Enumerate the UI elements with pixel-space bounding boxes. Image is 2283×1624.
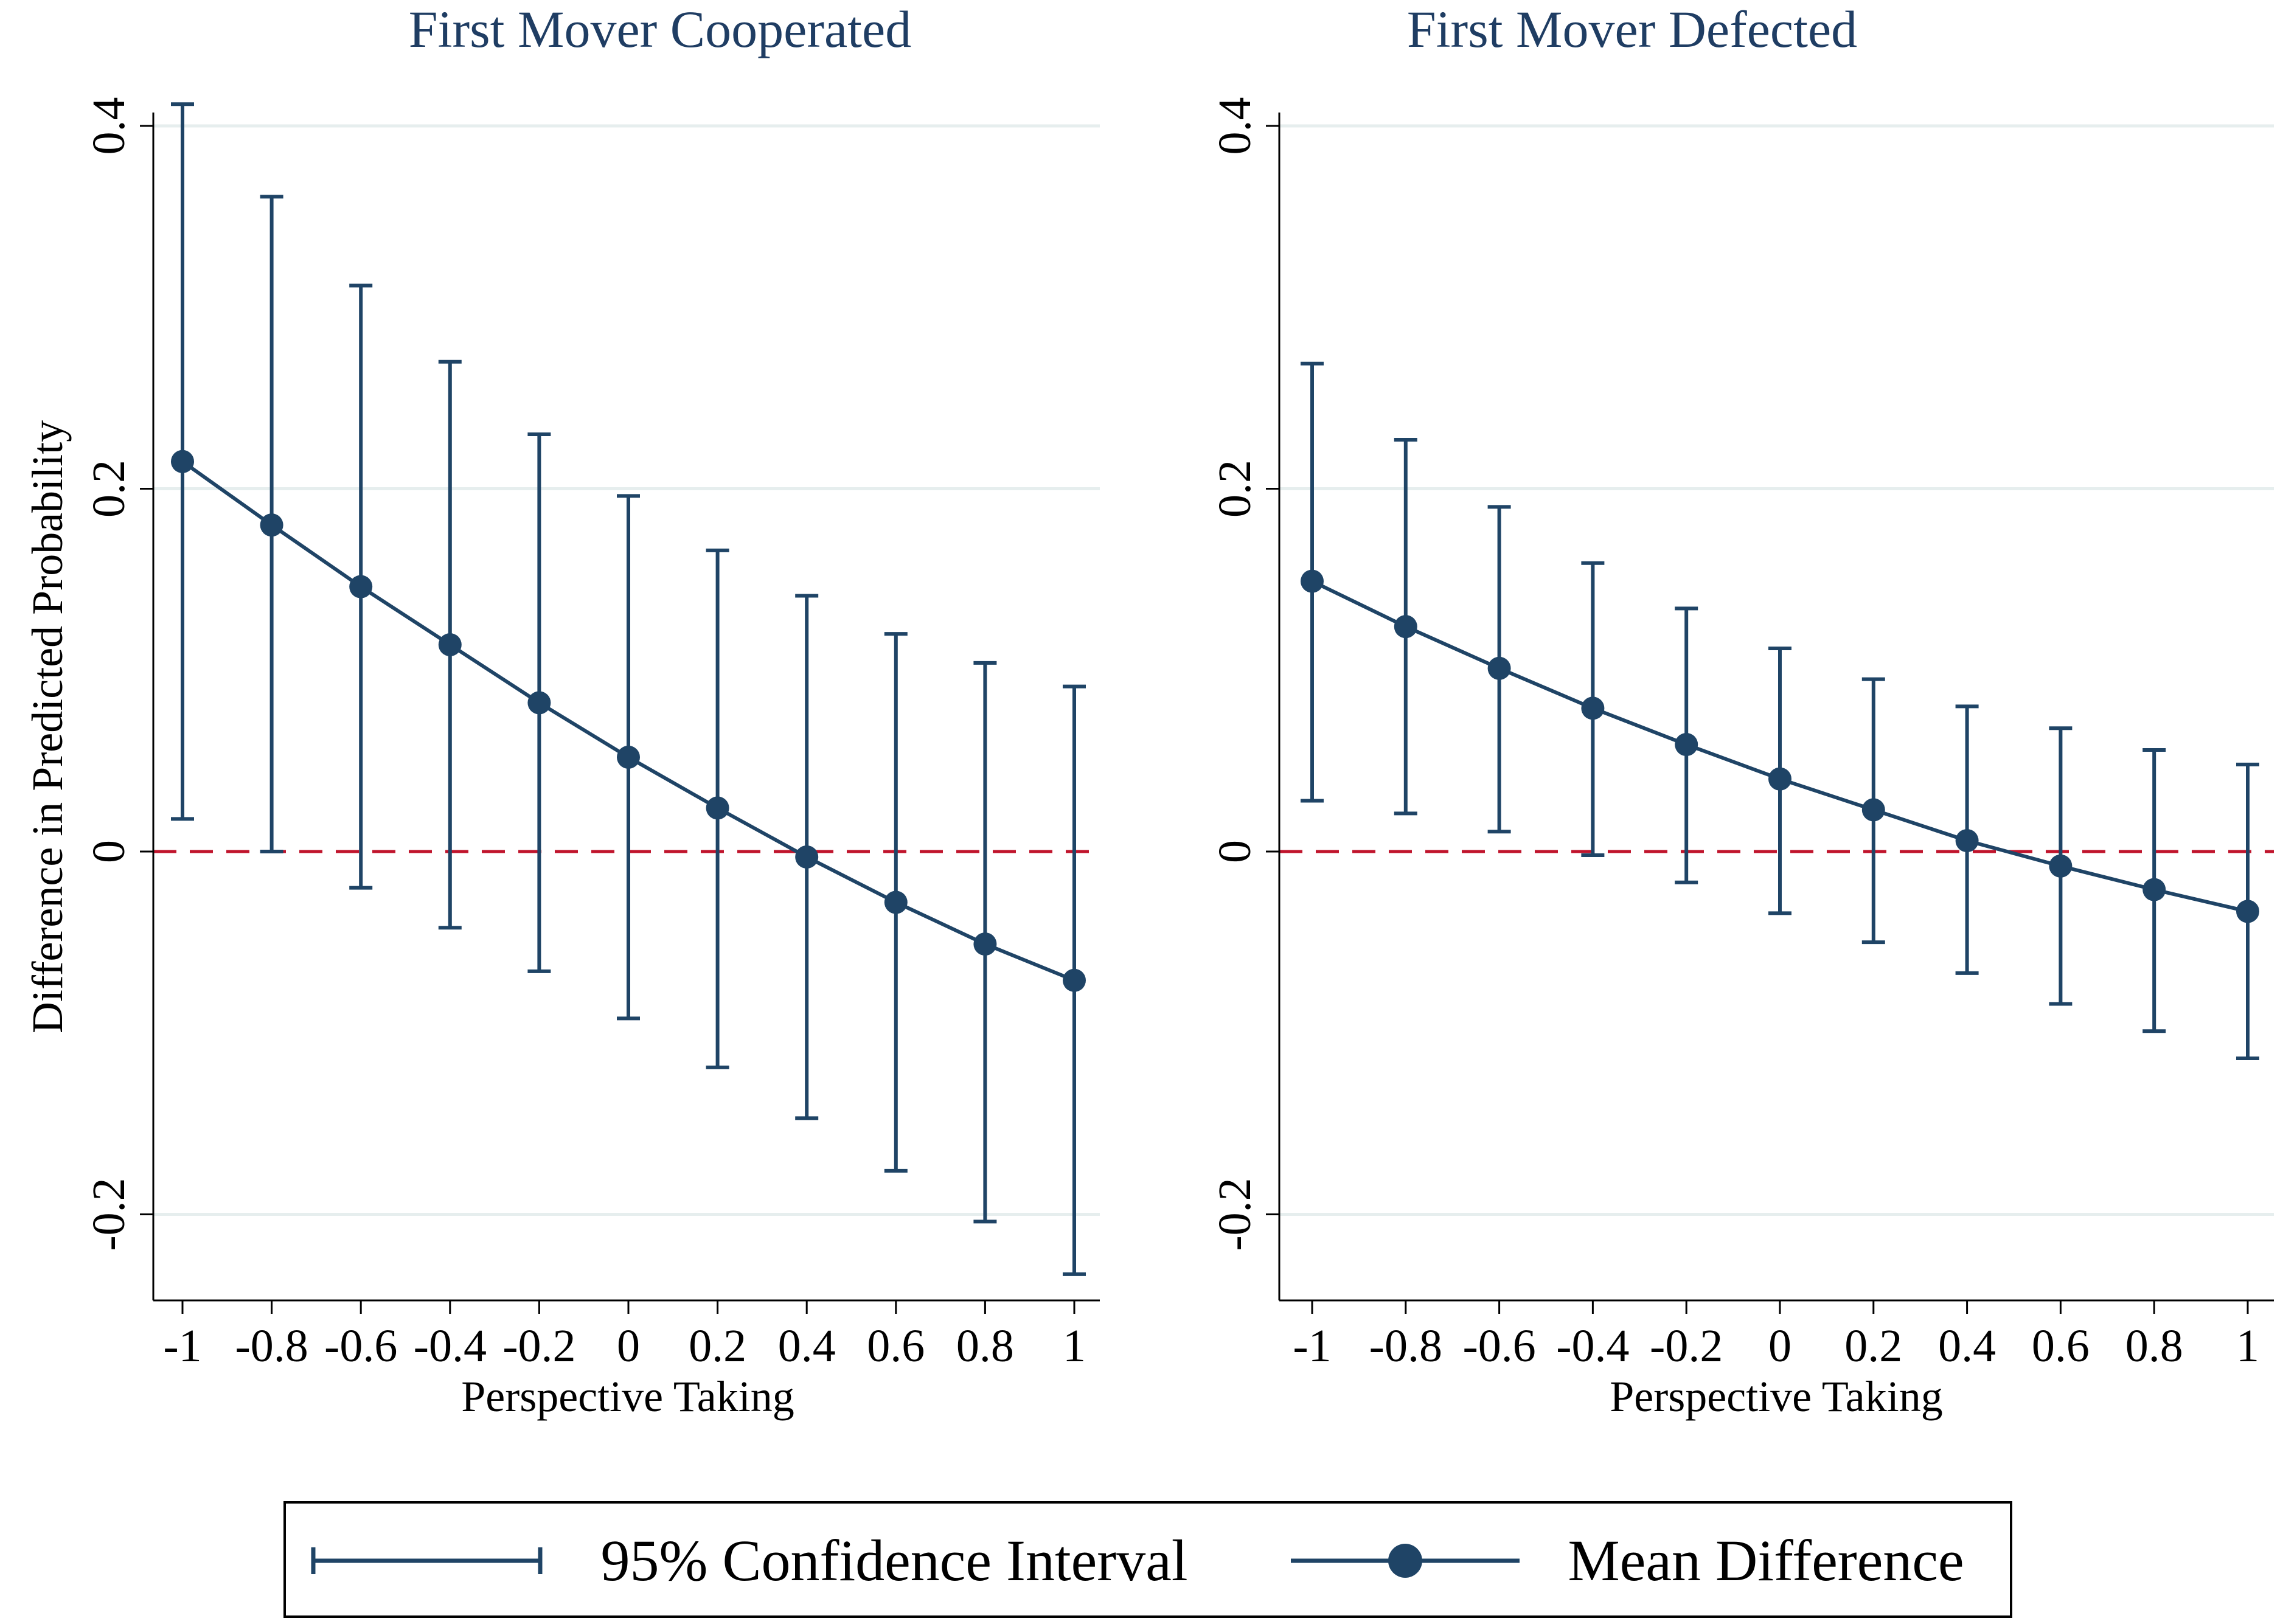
- mean-point: [1063, 968, 1086, 992]
- x-tick-label: 0.4: [778, 1320, 836, 1372]
- x-tick-label: 0.2: [1844, 1320, 1902, 1372]
- y-tick-label: 0.2: [1209, 460, 1260, 518]
- mean-point: [2236, 900, 2259, 923]
- mean-point: [260, 513, 283, 537]
- x-tick-label: -0.4: [414, 1320, 487, 1372]
- x-tick-label: -1: [163, 1320, 201, 1372]
- mean-point: [1394, 615, 1417, 639]
- mean-points: [171, 449, 1086, 992]
- y-tick-label: 0.4: [83, 97, 134, 155]
- y-tick-label: -0.2: [1209, 1178, 1260, 1251]
- x-tick-label: 0.6: [867, 1320, 925, 1372]
- mean-point: [1768, 767, 1791, 791]
- x-tick-label: 0.8: [2125, 1320, 2183, 1372]
- x-tick-label: -0.4: [1556, 1320, 1629, 1372]
- x-tick-label: 0: [617, 1320, 640, 1372]
- confidence-intervals: [1301, 361, 2259, 1061]
- mean-point: [349, 575, 373, 599]
- mean-point: [2142, 878, 2166, 901]
- legend-mean-key: [1291, 1544, 1520, 1578]
- x-tick-label: -0.6: [1462, 1320, 1535, 1372]
- x-tick-label: 0: [1768, 1320, 1791, 1372]
- confidence-intervals: [171, 102, 1086, 1276]
- x-tick-label: -0.8: [235, 1320, 308, 1372]
- x-tick-label: 0.2: [689, 1320, 746, 1372]
- x-tick-label: -1: [1293, 1320, 1331, 1372]
- panel-first-mover-cooperated: First Mover Cooperated -0.2 0 0.2 0.4 -1 -0.…: [23, 0, 1100, 1421]
- mean-point: [1955, 829, 1979, 853]
- mean-point: [973, 932, 997, 956]
- x-tick-label: -0.6: [324, 1320, 397, 1372]
- y-ticks: -0.2 0 0.2 0.4: [1209, 97, 1279, 1251]
- y-axis-label: Difference in Predicted Probability: [23, 420, 72, 1033]
- mean-point: [1675, 733, 1698, 757]
- mean-point: [438, 633, 462, 656]
- x-ticks: -1 -0.8 -0.6 -0.4 -0.2 0 0.2 0.4 0.6 0.8 1: [163, 1300, 1086, 1372]
- gridlines: [1279, 124, 2274, 1216]
- legend-ci-key: [311, 1547, 543, 1574]
- legend-mean-label: Mean Difference: [1568, 1528, 1964, 1593]
- x-tick-label: -0.2: [502, 1320, 575, 1372]
- x-tick-label: 0.4: [1938, 1320, 1996, 1372]
- y-tick-label: 0.2: [83, 460, 134, 518]
- legend: 95% Confidence Interval Mean Difference: [283, 1501, 2012, 1618]
- y-tick-label: 0.4: [1209, 97, 1260, 155]
- x-tick-label: -0.8: [1369, 1320, 1442, 1372]
- x-axis-label: Perspective Taking: [1610, 1372, 1943, 1421]
- legend-box: [283, 1501, 2012, 1618]
- mean-point: [171, 449, 194, 473]
- y-ticks: -0.2 0 0.2 0.4: [83, 97, 153, 1251]
- legend-mean-marker: [1388, 1544, 1422, 1578]
- y-tick-label: 0: [1209, 840, 1260, 863]
- gridlines: [153, 124, 1100, 1216]
- mean-point: [527, 691, 551, 715]
- mean-point: [1487, 656, 1511, 680]
- mean-point: [1301, 569, 1324, 593]
- mean-point: [2049, 854, 2073, 878]
- mean-points: [1301, 569, 2259, 923]
- y-tick-label: -0.2: [83, 1178, 134, 1251]
- x-tick-label: 0.6: [2032, 1320, 2090, 1372]
- mean-point: [884, 890, 908, 914]
- panel-first-mover-defected: First Mover Defected -0.200.20.4 -1 -0.8-…: [1209, 0, 2274, 1421]
- mean-point: [617, 745, 640, 769]
- x-tick-label: 1: [2236, 1320, 2259, 1372]
- x-axis-label: Perspective Taking: [461, 1372, 794, 1421]
- x-tick-label: 1: [1063, 1320, 1086, 1372]
- mean-point: [795, 845, 819, 869]
- panel-title: First Mover Cooperated: [409, 0, 911, 58]
- panel-title: First Mover Defected: [1407, 0, 1857, 58]
- x-ticks: -1 -0.8 -0.6 -0.4 -0.2 0 0.2 0.4 0.6 0.8 1: [1293, 1300, 2259, 1372]
- x-tick-label: 0.8: [956, 1320, 1014, 1372]
- axes: [1278, 113, 2274, 1302]
- legend-ci-label: 95% Confidence Interval: [601, 1528, 1188, 1593]
- axes: [152, 113, 1100, 1302]
- x-tick-label: -0.2: [1650, 1320, 1723, 1372]
- mean-point: [1861, 798, 1885, 822]
- y-tick-label: 0: [83, 840, 134, 863]
- mean-point: [1581, 696, 1605, 720]
- mean-point: [706, 796, 729, 820]
